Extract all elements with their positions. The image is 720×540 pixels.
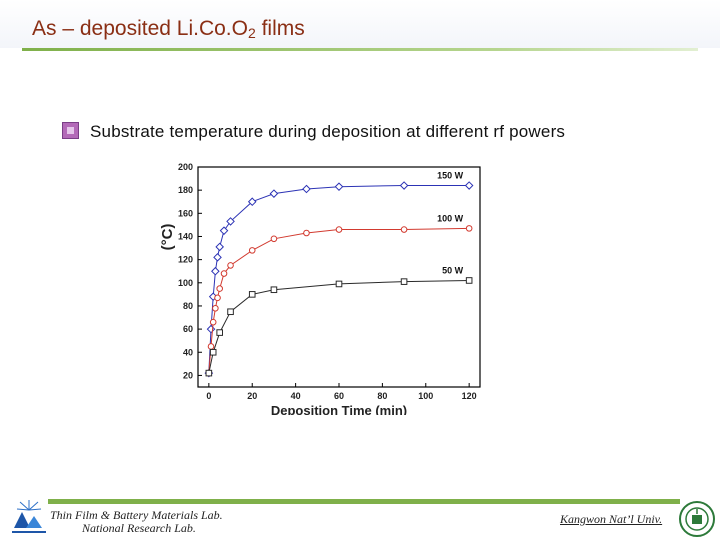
data-point	[248, 247, 256, 254]
y-tick-label: 40	[183, 347, 193, 357]
x-tick-label: 80	[377, 391, 387, 401]
title-divider	[22, 48, 698, 51]
data-point	[207, 343, 215, 350]
data-point	[465, 225, 473, 232]
y-tick-label: 140	[178, 231, 193, 241]
plot-frame	[197, 166, 481, 388]
data-point	[209, 348, 217, 356]
title-suffix: films	[255, 17, 305, 40]
data-point	[211, 266, 220, 276]
y-tick-label: 120	[178, 255, 193, 265]
data-point	[227, 262, 234, 269]
y-tick-label: 200	[178, 162, 193, 172]
y-tick-label: 160	[178, 208, 193, 218]
data-point	[216, 285, 223, 292]
footer-university: Kangwon Nat’l Univ.	[560, 512, 663, 526]
title-bar	[0, 0, 720, 48]
data-point	[270, 286, 278, 294]
y-tick-label: 100	[178, 278, 193, 288]
x-tick-label: 20	[247, 391, 257, 401]
lab-logo-icon	[12, 500, 46, 533]
series-line	[208, 227, 470, 374]
data-point	[212, 304, 219, 312]
y-tick-label: 20	[183, 370, 193, 380]
data-point	[302, 184, 311, 194]
series-label: 100 W	[437, 213, 464, 223]
bullet-square-icon	[62, 122, 79, 139]
data-point	[215, 242, 224, 252]
data-point	[209, 318, 217, 326]
series-label: 150 W	[437, 171, 464, 181]
data-point	[247, 197, 257, 207]
data-point	[465, 277, 473, 284]
series-line	[208, 280, 470, 374]
x-tick-label: 60	[334, 391, 344, 401]
title-subscript: 2	[247, 25, 256, 41]
data-point	[219, 226, 229, 235]
data-point	[226, 217, 235, 226]
data-point	[270, 235, 278, 243]
page-title: As – deposited Li.Co.O2 films	[32, 17, 305, 41]
data-point	[205, 369, 213, 377]
data-point	[216, 329, 223, 336]
footer-divider	[48, 499, 680, 504]
y-tick-label: 80	[183, 301, 193, 311]
data-point	[227, 308, 234, 316]
data-point	[399, 181, 409, 190]
footer-lab-name: Thin Film & Battery Materials Lab.	[50, 508, 223, 522]
temperature-chart: 0 20 40 60 80 100 120 20 40 60 80 100 120 140 160 180 20…	[159, 162, 481, 415]
slide-subtitle: Substrate temperature during deposition …	[90, 122, 566, 141]
y-axis-label: (°C)	[159, 224, 176, 251]
footer-lab-subtitle: National Research Lab.	[82, 521, 196, 535]
x-tick-label: 40	[291, 391, 301, 401]
data-point	[220, 270, 228, 277]
y-tick-label: 60	[183, 324, 193, 334]
series-line	[208, 185, 470, 374]
data-point	[303, 229, 310, 237]
data-point	[334, 182, 344, 191]
data-point	[206, 324, 216, 334]
x-axis-label: Deposition Time (min)	[271, 403, 407, 415]
data-point	[464, 181, 474, 190]
data-point	[269, 189, 279, 198]
x-tick-label: 120	[462, 391, 477, 401]
title-text: As – deposited Li.Co.O	[32, 17, 248, 40]
x-tick-label: 100	[418, 391, 433, 401]
data-point	[400, 226, 408, 233]
x-tick-label: 0	[206, 391, 211, 401]
data-point	[213, 253, 222, 262]
data-point	[248, 291, 256, 298]
data-point	[335, 280, 343, 288]
data-point	[335, 226, 343, 233]
data-point	[214, 294, 221, 302]
series-label: 50 W	[442, 265, 464, 275]
y-tick-label: 180	[178, 185, 193, 195]
data-point	[400, 278, 408, 285]
university-seal-icon	[679, 501, 715, 537]
